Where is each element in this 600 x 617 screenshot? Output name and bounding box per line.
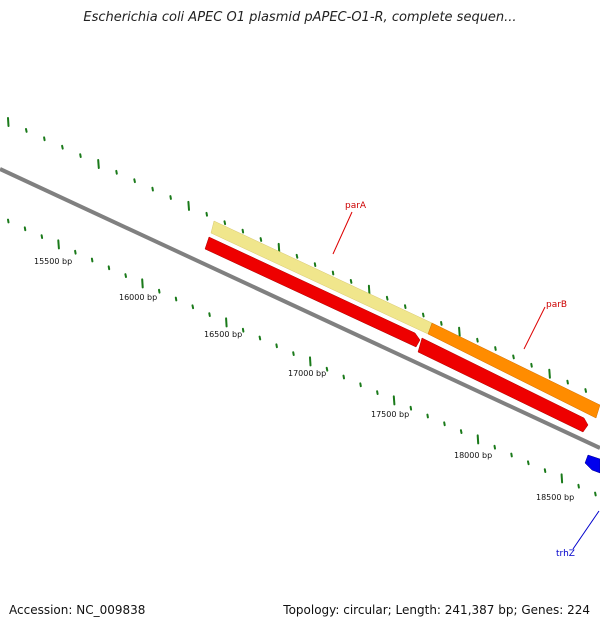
parB-label-leader bbox=[523, 306, 546, 350]
upper-major-tick bbox=[548, 368, 551, 379]
plasmid-backbone bbox=[0, 167, 600, 450]
lower-minor-tick bbox=[191, 304, 195, 310]
upper-major-tick bbox=[187, 200, 190, 211]
upper-minor-tick bbox=[259, 237, 263, 242]
lower-minor-tick bbox=[409, 405, 413, 411]
upper-minor-tick bbox=[331, 270, 335, 276]
lower-minor-tick bbox=[292, 351, 295, 356]
ruler-label-15500: 15500 bp bbox=[34, 257, 72, 266]
upper-minor-tick bbox=[584, 388, 587, 393]
upper-minor-tick bbox=[476, 337, 479, 343]
trhZ-gene-feature[interactable] bbox=[584, 454, 600, 474]
topology-summary: Topology: circular; Length: 241,387 bp; … bbox=[283, 603, 590, 617]
ruler-label-16000: 16000 bp bbox=[119, 293, 157, 302]
lower-minor-tick bbox=[342, 374, 345, 380]
trhZ-label[interactable]: trhZ bbox=[556, 549, 575, 559]
upper-minor-tick bbox=[494, 346, 497, 351]
lower-minor-tick bbox=[275, 343, 278, 349]
lower-major-tick bbox=[392, 395, 396, 406]
ruler-label-18500: 18500 bp bbox=[536, 493, 574, 502]
parA-label[interactable]: parA bbox=[345, 201, 367, 211]
upper-minor-tick bbox=[169, 195, 172, 200]
upper-minor-tick bbox=[205, 211, 208, 217]
lower-major-tick bbox=[309, 356, 312, 367]
lower-minor-tick bbox=[158, 288, 161, 294]
ruler-label-17500: 17500 bp bbox=[371, 410, 409, 419]
lower-minor-tick bbox=[594, 491, 597, 497]
ruler-label-17000: 17000 bp bbox=[288, 369, 326, 378]
lower-minor-tick bbox=[208, 312, 211, 317]
lower-minor-tick bbox=[7, 218, 10, 224]
lower-minor-tick bbox=[174, 296, 178, 302]
lower-minor-tick bbox=[258, 335, 262, 341]
lower-minor-tick bbox=[376, 390, 379, 395]
lower-minor-tick bbox=[359, 382, 362, 388]
parB-gene-feature[interactable] bbox=[427, 322, 600, 419]
lower-minor-tick bbox=[459, 429, 463, 434]
lower-minor-tick bbox=[74, 249, 77, 255]
ruler-label-18000: 18000 bp bbox=[454, 451, 492, 460]
parB-label[interactable]: parB bbox=[546, 300, 567, 310]
upper-minor-tick bbox=[566, 379, 569, 385]
upper-minor-tick bbox=[349, 279, 353, 284]
parB-cds-arrow[interactable] bbox=[417, 337, 589, 433]
parA-cds-arrow[interactable] bbox=[204, 236, 421, 348]
lower-major-tick bbox=[476, 434, 480, 445]
upper-minor-tick bbox=[133, 178, 136, 184]
lower-minor-tick bbox=[543, 468, 547, 473]
upper-minor-tick bbox=[385, 295, 389, 301]
upper-minor-tick bbox=[422, 312, 425, 318]
lower-major-tick bbox=[560, 473, 564, 484]
upper-minor-tick bbox=[61, 144, 64, 150]
upper-major-tick bbox=[367, 284, 371, 295]
lower-major-tick bbox=[141, 278, 144, 289]
lower-minor-tick bbox=[90, 257, 94, 263]
lower-minor-tick bbox=[23, 226, 27, 232]
upper-minor-tick bbox=[530, 362, 533, 368]
lower-minor-tick bbox=[493, 444, 496, 450]
lower-major-tick bbox=[57, 239, 60, 250]
lower-minor-tick bbox=[124, 273, 127, 278]
upper-major-tick bbox=[97, 159, 100, 169]
accession-text: Accession: NC_009838 bbox=[9, 603, 146, 617]
lower-minor-tick bbox=[443, 421, 446, 427]
trhZ-label-leader bbox=[572, 510, 600, 550]
lower-minor-tick bbox=[577, 483, 580, 489]
upper-minor-tick bbox=[295, 253, 299, 259]
parA-label-leader bbox=[332, 211, 353, 255]
upper-minor-tick bbox=[25, 128, 28, 133]
upper-minor-tick bbox=[115, 169, 118, 175]
upper-minor-tick bbox=[79, 153, 82, 158]
upper-minor-tick bbox=[404, 304, 407, 309]
lower-tick-row bbox=[7, 218, 597, 497]
upper-minor-tick bbox=[43, 136, 46, 142]
upper-tick-row bbox=[7, 117, 587, 393]
upper-minor-tick bbox=[313, 262, 317, 267]
plasmid-map[interactable]: parA parB trhZ 15500 bp 16000 bp 16500 b… bbox=[0, 0, 600, 600]
lower-minor-tick bbox=[325, 366, 329, 372]
upper-minor-tick bbox=[151, 186, 154, 192]
upper-major-tick bbox=[277, 242, 281, 253]
lower-minor-tick bbox=[107, 265, 111, 271]
ruler-label-16500: 16500 bp bbox=[204, 330, 242, 339]
upper-minor-tick bbox=[241, 228, 245, 234]
upper-major-tick bbox=[7, 117, 10, 127]
map-title: Escherichia coli APEC O1 plasmid pAPEC-O… bbox=[83, 10, 517, 25]
lower-minor-tick bbox=[426, 413, 429, 419]
upper-minor-tick bbox=[223, 220, 227, 226]
lower-minor-tick bbox=[40, 234, 44, 239]
lower-minor-tick bbox=[510, 452, 513, 458]
upper-minor-tick bbox=[440, 321, 443, 326]
lower-major-tick bbox=[225, 317, 228, 328]
upper-minor-tick bbox=[512, 354, 515, 360]
upper-major-tick bbox=[458, 326, 461, 337]
lower-minor-tick bbox=[241, 327, 245, 333]
lower-minor-tick bbox=[527, 460, 530, 466]
